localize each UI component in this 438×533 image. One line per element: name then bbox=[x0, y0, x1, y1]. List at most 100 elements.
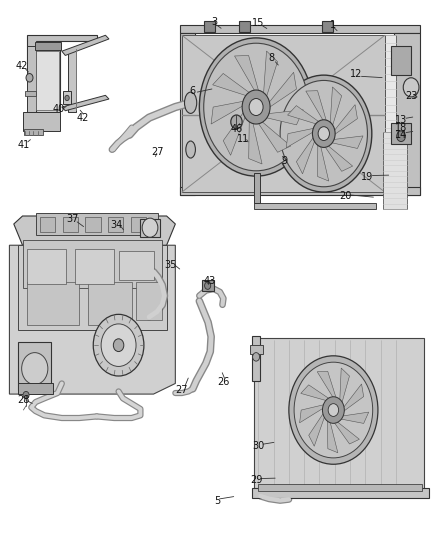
Polygon shape bbox=[211, 101, 247, 124]
Circle shape bbox=[101, 324, 136, 367]
Text: 28: 28 bbox=[17, 395, 30, 406]
Circle shape bbox=[294, 362, 373, 458]
Circle shape bbox=[397, 131, 406, 142]
Circle shape bbox=[289, 356, 378, 464]
Circle shape bbox=[231, 115, 242, 129]
Circle shape bbox=[142, 218, 158, 237]
Bar bbox=[392, 46, 411, 75]
Circle shape bbox=[280, 80, 367, 187]
Polygon shape bbox=[256, 119, 291, 152]
Text: 15: 15 bbox=[252, 18, 265, 28]
Text: 14: 14 bbox=[396, 130, 408, 140]
Polygon shape bbox=[330, 136, 363, 149]
Text: 40: 40 bbox=[53, 104, 65, 114]
Circle shape bbox=[322, 397, 344, 423]
Polygon shape bbox=[249, 117, 262, 164]
Text: 13: 13 bbox=[396, 115, 408, 125]
Polygon shape bbox=[14, 216, 175, 245]
Bar bbox=[88, 282, 132, 325]
Polygon shape bbox=[27, 35, 97, 70]
Polygon shape bbox=[318, 143, 329, 181]
Circle shape bbox=[204, 43, 308, 171]
Polygon shape bbox=[263, 51, 278, 100]
Bar bbox=[22, 240, 162, 288]
Bar bbox=[36, 51, 59, 110]
Circle shape bbox=[253, 353, 260, 361]
Polygon shape bbox=[317, 372, 336, 399]
Text: 9: 9 bbox=[282, 156, 288, 166]
Ellipse shape bbox=[184, 92, 197, 114]
Bar bbox=[108, 217, 124, 232]
Text: 1: 1 bbox=[329, 20, 336, 30]
Bar bbox=[201, 280, 214, 292]
Circle shape bbox=[113, 339, 124, 352]
Bar bbox=[24, 130, 43, 135]
Text: 3: 3 bbox=[212, 17, 218, 27]
Polygon shape bbox=[263, 110, 303, 125]
Polygon shape bbox=[340, 368, 350, 404]
Polygon shape bbox=[223, 110, 247, 155]
Text: 42: 42 bbox=[15, 61, 28, 70]
Bar bbox=[18, 342, 51, 390]
Polygon shape bbox=[10, 245, 175, 394]
Text: 8: 8 bbox=[268, 53, 275, 63]
Bar bbox=[385, 35, 396, 189]
Text: 20: 20 bbox=[339, 191, 352, 201]
Polygon shape bbox=[333, 104, 357, 135]
Bar bbox=[35, 42, 61, 50]
Polygon shape bbox=[288, 106, 320, 125]
Bar bbox=[182, 35, 385, 192]
Polygon shape bbox=[267, 72, 297, 109]
Circle shape bbox=[276, 75, 372, 192]
Text: 18: 18 bbox=[396, 123, 408, 133]
Text: 35: 35 bbox=[165, 261, 177, 270]
Text: 30: 30 bbox=[252, 441, 265, 451]
Polygon shape bbox=[180, 33, 195, 195]
Text: 27: 27 bbox=[176, 385, 188, 395]
Text: 41: 41 bbox=[17, 140, 29, 150]
Circle shape bbox=[242, 90, 270, 124]
Bar bbox=[252, 336, 261, 381]
Polygon shape bbox=[324, 144, 353, 171]
Ellipse shape bbox=[186, 141, 195, 158]
Bar bbox=[204, 21, 215, 31]
Bar bbox=[119, 251, 153, 280]
Text: 27: 27 bbox=[152, 147, 164, 157]
Text: 42: 42 bbox=[77, 112, 89, 123]
Bar bbox=[131, 217, 146, 232]
Bar bbox=[252, 488, 428, 498]
Bar bbox=[27, 282, 79, 325]
Polygon shape bbox=[330, 87, 342, 127]
Polygon shape bbox=[27, 46, 35, 112]
Polygon shape bbox=[62, 95, 109, 111]
Circle shape bbox=[403, 78, 419, 97]
Polygon shape bbox=[394, 33, 420, 195]
Bar bbox=[75, 249, 114, 284]
Text: 12: 12 bbox=[350, 69, 363, 79]
Text: 19: 19 bbox=[361, 172, 374, 182]
Polygon shape bbox=[301, 385, 330, 401]
Bar bbox=[68, 49, 76, 112]
Bar bbox=[136, 282, 162, 320]
Circle shape bbox=[249, 99, 263, 116]
Polygon shape bbox=[297, 136, 315, 174]
Polygon shape bbox=[300, 405, 325, 423]
Bar bbox=[254, 203, 376, 209]
Circle shape bbox=[23, 391, 29, 399]
Bar bbox=[258, 484, 422, 491]
Text: 34: 34 bbox=[110, 220, 123, 230]
Bar bbox=[35, 49, 60, 112]
Bar bbox=[18, 245, 166, 330]
Text: 46: 46 bbox=[230, 124, 243, 134]
Bar bbox=[392, 123, 411, 144]
Text: 26: 26 bbox=[217, 377, 230, 387]
Circle shape bbox=[312, 120, 335, 148]
Polygon shape bbox=[286, 128, 315, 148]
Bar bbox=[40, 217, 55, 232]
Bar bbox=[63, 91, 71, 104]
Polygon shape bbox=[62, 35, 109, 55]
Text: 29: 29 bbox=[250, 475, 262, 485]
Bar bbox=[27, 249, 66, 284]
Text: 43: 43 bbox=[203, 277, 215, 286]
Polygon shape bbox=[212, 74, 252, 96]
